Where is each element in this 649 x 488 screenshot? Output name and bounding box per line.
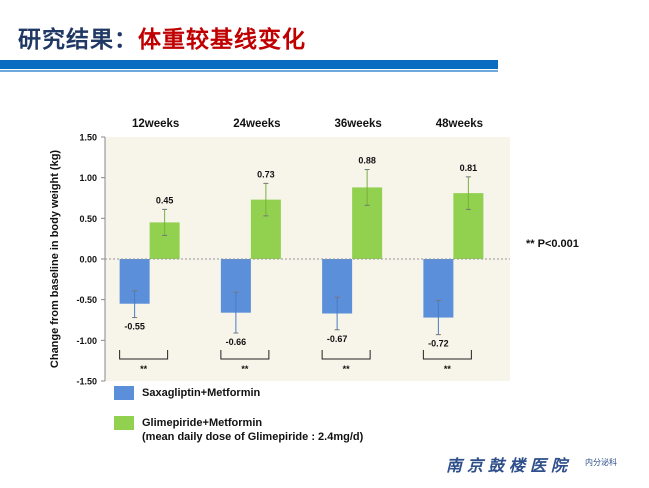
category-label: 36weeks [334, 118, 381, 130]
slide-title-prefix: 研究结果： [18, 27, 138, 53]
data-label-glimepiride: 0.45 [156, 195, 174, 205]
data-label-glimepiride: 0.81 [460, 163, 478, 173]
significance-bracket [422, 350, 472, 360]
title-underline-thin [0, 70, 498, 72]
legend-label-saxagliptin: Saxagliptin+Metformin [142, 387, 261, 399]
data-label-saxagliptin: -0.55 [124, 322, 145, 332]
legend-item-glimepiride: Glimepiride+Metformin (mean daily dose o… [114, 416, 363, 444]
y-tick-label: 1.00 [79, 173, 97, 183]
y-tick-label: -1.00 [76, 336, 97, 346]
significance-bracket [119, 350, 169, 360]
legend-label-glimepiride-dose: (mean daily dose of Glimepiride : 2.4mg/… [142, 431, 364, 443]
significance-bracket [321, 350, 371, 360]
data-label-saxagliptin: -0.66 [226, 337, 247, 347]
y-tick-label: 0.50 [79, 214, 97, 224]
department-label: 内分泌科 [585, 458, 617, 467]
y-tick-label: -1.50 [76, 377, 97, 387]
hospital-logo-text: 南京鼓楼医院 [446, 456, 573, 475]
significance-marker: ** [343, 364, 351, 374]
title-underline-bar [0, 60, 498, 69]
y-tick-label: 0.00 [79, 255, 97, 265]
category-label: 24weeks [233, 118, 280, 130]
significance-note: ** P<0.001 [526, 238, 579, 250]
category-label: 48weeks [436, 118, 483, 130]
data-label-saxagliptin: -0.72 [428, 339, 449, 349]
legend-swatch-saxagliptin [114, 386, 134, 400]
y-axis-label: Change from baseline in body weight (kg) [49, 150, 61, 369]
legend-label-glimepiride: Glimepiride+Metformin [142, 417, 263, 429]
legend-item-saxagliptin: Saxagliptin+Metformin [114, 386, 260, 400]
significance-marker: ** [241, 364, 249, 374]
data-label-glimepiride: 0.88 [358, 156, 376, 166]
y-tick-label: -0.50 [76, 295, 97, 305]
significance-bracket [220, 350, 270, 360]
significance-marker: ** [444, 364, 452, 374]
significance-marker: ** [140, 364, 148, 374]
data-label-glimepiride: 0.73 [257, 169, 275, 179]
y-tick-label: 1.50 [79, 133, 97, 143]
slide-title: 研究结果：体重较基线变化 [18, 20, 306, 54]
data-label-saxagliptin: -0.67 [327, 334, 348, 344]
legend-swatch-glimepiride [114, 416, 134, 430]
category-label: 12weeks [132, 118, 179, 130]
slide-title-highlight: 体重较基线变化 [138, 27, 306, 53]
